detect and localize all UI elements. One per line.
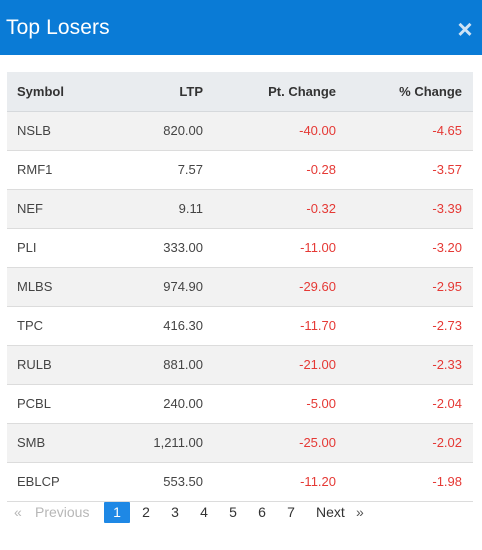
cell-ltp: 974.90	[103, 267, 206, 307]
table-row: NEF 9.11 -0.32 -3.39	[7, 189, 473, 229]
cell-symbol[interactable]: MLBS	[7, 267, 103, 307]
cell-symbol[interactable]: PCBL	[7, 384, 103, 424]
table-header: Symbol LTP Pt. Change % Change	[7, 72, 473, 112]
cell-pt-change: -21.00	[206, 345, 339, 385]
cell-symbol[interactable]: PLI	[7, 228, 103, 268]
cell-pct-change: -4.65	[339, 111, 473, 151]
cell-pt-change: -11.20	[206, 462, 339, 502]
table-row: PCBL 240.00 -5.00 -2.04	[7, 384, 473, 424]
cell-ltp: 240.00	[103, 384, 206, 424]
cell-pt-change: -40.00	[206, 111, 339, 151]
cell-ltp: 7.57	[103, 150, 206, 190]
table-row: EBLCP 553.50 -11.20 -1.98	[7, 462, 473, 502]
page-button-5[interactable]: 5	[229, 503, 237, 520]
table-row: NSLB 820.00 -40.00 -4.65	[7, 111, 473, 151]
cell-ltp: 553.50	[103, 462, 206, 502]
page-button-2[interactable]: 2	[142, 503, 150, 520]
column-header-pct-change[interactable]: % Change	[339, 72, 473, 112]
page-button-3[interactable]: 3	[171, 503, 179, 520]
cell-pct-change: -3.20	[339, 228, 473, 268]
page-button-1[interactable]: 1	[104, 501, 130, 523]
previous-page-button[interactable]: Previous	[35, 503, 90, 520]
cell-ltp: 881.00	[103, 345, 206, 385]
cell-pct-change: -3.57	[339, 150, 473, 190]
table-header-row: Symbol LTP Pt. Change % Change	[7, 72, 473, 112]
cell-symbol[interactable]: NEF	[7, 189, 103, 229]
cell-pt-change: -11.00	[206, 228, 339, 268]
cell-ltp: 333.00	[103, 228, 206, 268]
cell-ltp: 9.11	[103, 189, 206, 229]
table-body: NSLB 820.00 -40.00 -4.65 RMF1 7.57 -0.28…	[7, 111, 473, 502]
cell-pt-change: -0.32	[206, 189, 339, 229]
cell-symbol[interactable]: NSLB	[7, 111, 103, 151]
cell-symbol[interactable]: SMB	[7, 423, 103, 463]
previous-arrow-icon: «	[14, 503, 22, 520]
column-header-symbol[interactable]: Symbol	[7, 72, 103, 112]
table-row: MLBS 974.90 -29.60 -2.95	[7, 267, 473, 307]
close-icon[interactable]: ×	[457, 13, 473, 44]
page-button-4[interactable]: 4	[200, 503, 208, 520]
modal-header: Top Losers ×	[0, 0, 482, 55]
cell-pt-change: -11.70	[206, 306, 339, 346]
cell-pct-change: -2.73	[339, 306, 473, 346]
table-row: PLI 333.00 -11.00 -3.20	[7, 228, 473, 268]
cell-pct-change: -1.98	[339, 462, 473, 502]
modal-title: Top Losers	[6, 15, 110, 39]
cell-pct-change: -2.95	[339, 267, 473, 307]
losers-table: Symbol LTP Pt. Change % Change NSLB 820.…	[7, 72, 473, 502]
cell-ltp: 1,211.00	[103, 423, 206, 463]
losers-table-container: Symbol LTP Pt. Change % Change NSLB 820.…	[7, 72, 473, 502]
next-arrow-icon[interactable]: »	[356, 503, 364, 520]
column-header-ltp[interactable]: LTP	[103, 72, 206, 112]
table-row: RMF1 7.57 -0.28 -3.57	[7, 150, 473, 190]
table-row: TPC 416.30 -11.70 -2.73	[7, 306, 473, 346]
cell-symbol[interactable]: EBLCP	[7, 462, 103, 502]
cell-pct-change: -3.39	[339, 189, 473, 229]
cell-symbol[interactable]: RMF1	[7, 150, 103, 190]
cell-symbol[interactable]: RULB	[7, 345, 103, 385]
cell-ltp: 416.30	[103, 306, 206, 346]
table-row: SMB 1,211.00 -25.00 -2.02	[7, 423, 473, 463]
cell-pt-change: -25.00	[206, 423, 339, 463]
pagination: « Previous 1 2 3 4 5 6 7 Next »	[0, 500, 482, 524]
cell-pt-change: -0.28	[206, 150, 339, 190]
cell-symbol[interactable]: TPC	[7, 306, 103, 346]
page-button-7[interactable]: 7	[287, 503, 295, 520]
cell-pct-change: -2.04	[339, 384, 473, 424]
cell-pct-change: -2.02	[339, 423, 473, 463]
cell-ltp: 820.00	[103, 111, 206, 151]
table-row: RULB 881.00 -21.00 -2.33	[7, 345, 473, 385]
cell-pt-change: -5.00	[206, 384, 339, 424]
column-header-pt-change[interactable]: Pt. Change	[206, 72, 339, 112]
next-page-button[interactable]: Next	[316, 503, 345, 520]
cell-pt-change: -29.60	[206, 267, 339, 307]
cell-pct-change: -2.33	[339, 345, 473, 385]
page-button-6[interactable]: 6	[258, 503, 266, 520]
